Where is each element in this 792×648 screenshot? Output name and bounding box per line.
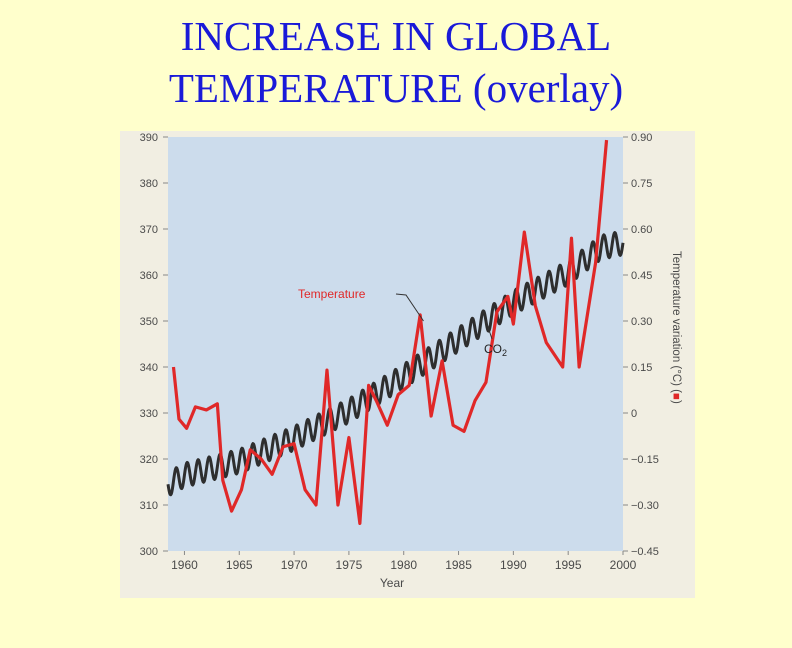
y-left-tick-label: 380 (140, 178, 158, 190)
co2-annotation-label: CO2 (484, 342, 507, 358)
x-tick-label: 1965 (226, 558, 253, 572)
y-left-tick-label: 310 (140, 500, 158, 512)
x-tick-label: 1960 (171, 558, 198, 572)
y-left-tick-label: 350 (140, 316, 158, 328)
co2-annotation-leader (485, 320, 493, 340)
x-tick-label: 2000 (610, 558, 637, 572)
temperature-annotation-label: Temperature (298, 287, 366, 301)
temperature-series-line (171, 139, 609, 525)
x-tick-label: 1985 (445, 558, 472, 572)
temperature-annotation-leader (395, 293, 424, 322)
x-tick-label: 1975 (336, 558, 363, 572)
y-right-tick-label: 0.75 (631, 178, 652, 190)
slide-title-line-1: INCREASE IN GLOBAL (180, 13, 612, 59)
x-tick-label: 1990 (500, 558, 527, 572)
y-right-tick-label: 0.45 (631, 270, 652, 282)
co2-temperature-chart: 300 310 320 330 340 350 360 370 380 390 −0.45 −0.30… (140, 132, 682, 590)
x-tick-label: 1995 (555, 558, 582, 572)
slide-title: INCREASE IN GLOBAL TEMPERATURE (overlay) (0, 10, 792, 114)
y-left-tick-label: 330 (140, 408, 158, 420)
y-right-tick-label: 0.30 (631, 316, 652, 328)
y-right-tick-label: 0.90 (631, 132, 652, 144)
y-right-tick-label: −0.45 (631, 546, 659, 558)
co2-series-line (166, 231, 625, 497)
y-left-tick-label: 360 (140, 270, 158, 282)
y-left-tick-label: 340 (140, 362, 158, 374)
y-right-tick-label: −0.30 (631, 500, 659, 512)
y-right-tick-label: −0.15 (631, 454, 659, 466)
y-left-tick-label: 300 (140, 546, 158, 558)
slide-title-line-2: TEMPERATURE (overlay) (168, 65, 624, 111)
y-left-tick-label: 390 (140, 132, 158, 144)
x-axis-label: Year (380, 576, 404, 590)
plot-area (168, 137, 623, 551)
chart-figure: 300 310 320 330 340 350 360 370 380 390 −0.45 −0.30… (120, 131, 695, 598)
y-left-tick-label: 320 (140, 454, 158, 466)
y-right-tick-label: 0 (631, 408, 637, 420)
legend-red-marker: ■ (670, 393, 682, 400)
x-tick-label: 1980 (390, 558, 417, 572)
x-tick-label: 1970 (281, 558, 308, 572)
y-right-axis-label: Temperature variation (°C) (■) (670, 251, 682, 404)
y-left-tick-label: 370 (140, 224, 158, 236)
y-right-tick-label: 0.15 (631, 362, 652, 374)
y-right-tick-label: 0.60 (631, 224, 652, 236)
